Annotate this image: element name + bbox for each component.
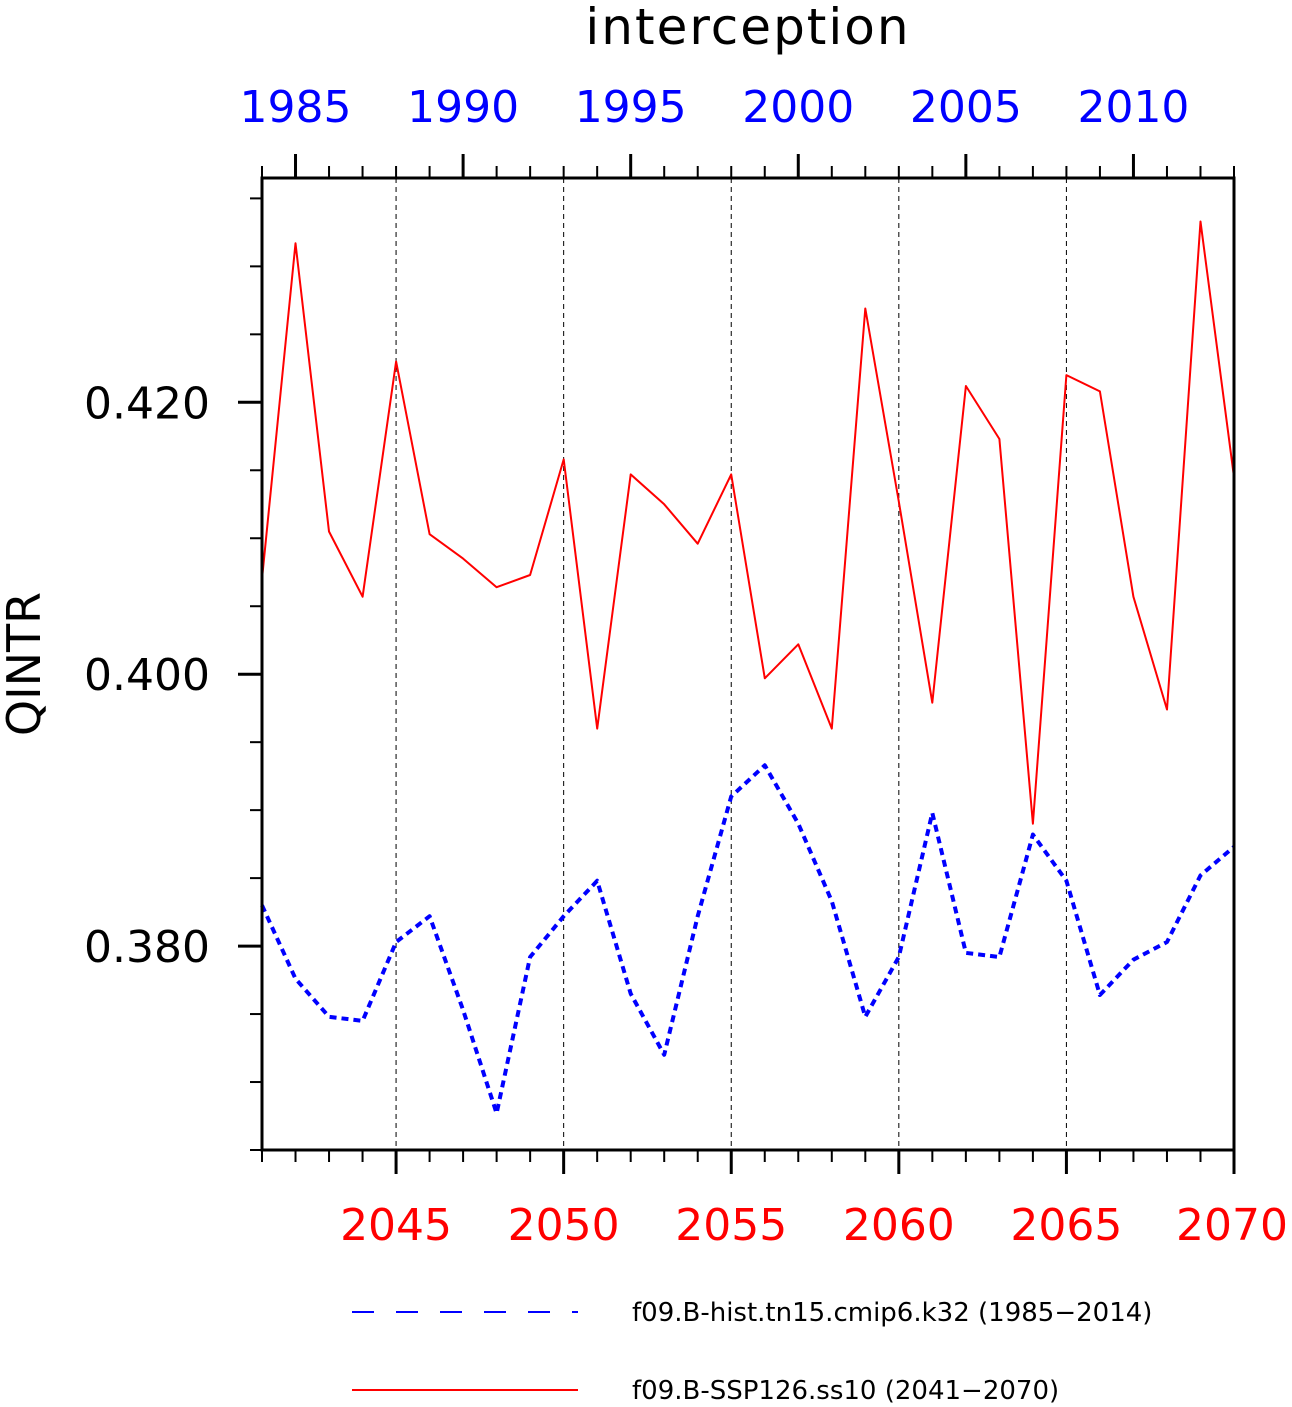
- y-tick-label: 0.420: [84, 378, 210, 429]
- top-x-tick-label: 2005: [910, 82, 1022, 133]
- legend: f09.B-hist.tn15.cmip6.k32 (1985−2014) f0…: [352, 1298, 1152, 1406]
- bottom-x-tick-label: 2065: [1010, 1200, 1122, 1251]
- legend-label-hist: f09.B-hist.tn15.cmip6.k32 (1985−2014): [632, 1298, 1152, 1328]
- top-x-tick-label: 1990: [407, 82, 519, 133]
- top-x-tick-label: 1995: [575, 82, 687, 133]
- axis-tick-labels: 1985 1990 1995 2000 2005 2010 2045 2050 2055 2060…: [84, 82, 1288, 1251]
- grid-lines: [395, 178, 1067, 1150]
- top-x-tick-label: 2000: [742, 82, 854, 133]
- y-axis-label: QINTR: [0, 592, 51, 736]
- series-line-ssp: [261, 220, 1235, 825]
- top-x-tick-label: 2010: [1077, 82, 1189, 133]
- y-tick-label: 0.400: [84, 650, 210, 701]
- bottom-x-tick-label: 2050: [508, 1200, 620, 1251]
- series-line-hist: [260, 763, 1236, 1116]
- bottom-x-tick-label: 2070: [1176, 1200, 1288, 1251]
- bottom-x-tick-label: 2045: [340, 1200, 452, 1251]
- bottom-x-tick-label: 2055: [675, 1200, 787, 1251]
- series-lines: [260, 220, 1236, 1116]
- axis-ticks: [238, 154, 1236, 1174]
- legend-label-ssp: f09.B-SSP126.ss10 (2041−2070): [632, 1376, 1059, 1406]
- y-tick-label: 0.380: [84, 922, 210, 973]
- plot-frame: [260, 176, 1236, 1152]
- bottom-x-tick-label: 2060: [843, 1200, 955, 1251]
- top-x-tick-label: 1985: [240, 82, 352, 133]
- chart-title: interception: [585, 0, 910, 56]
